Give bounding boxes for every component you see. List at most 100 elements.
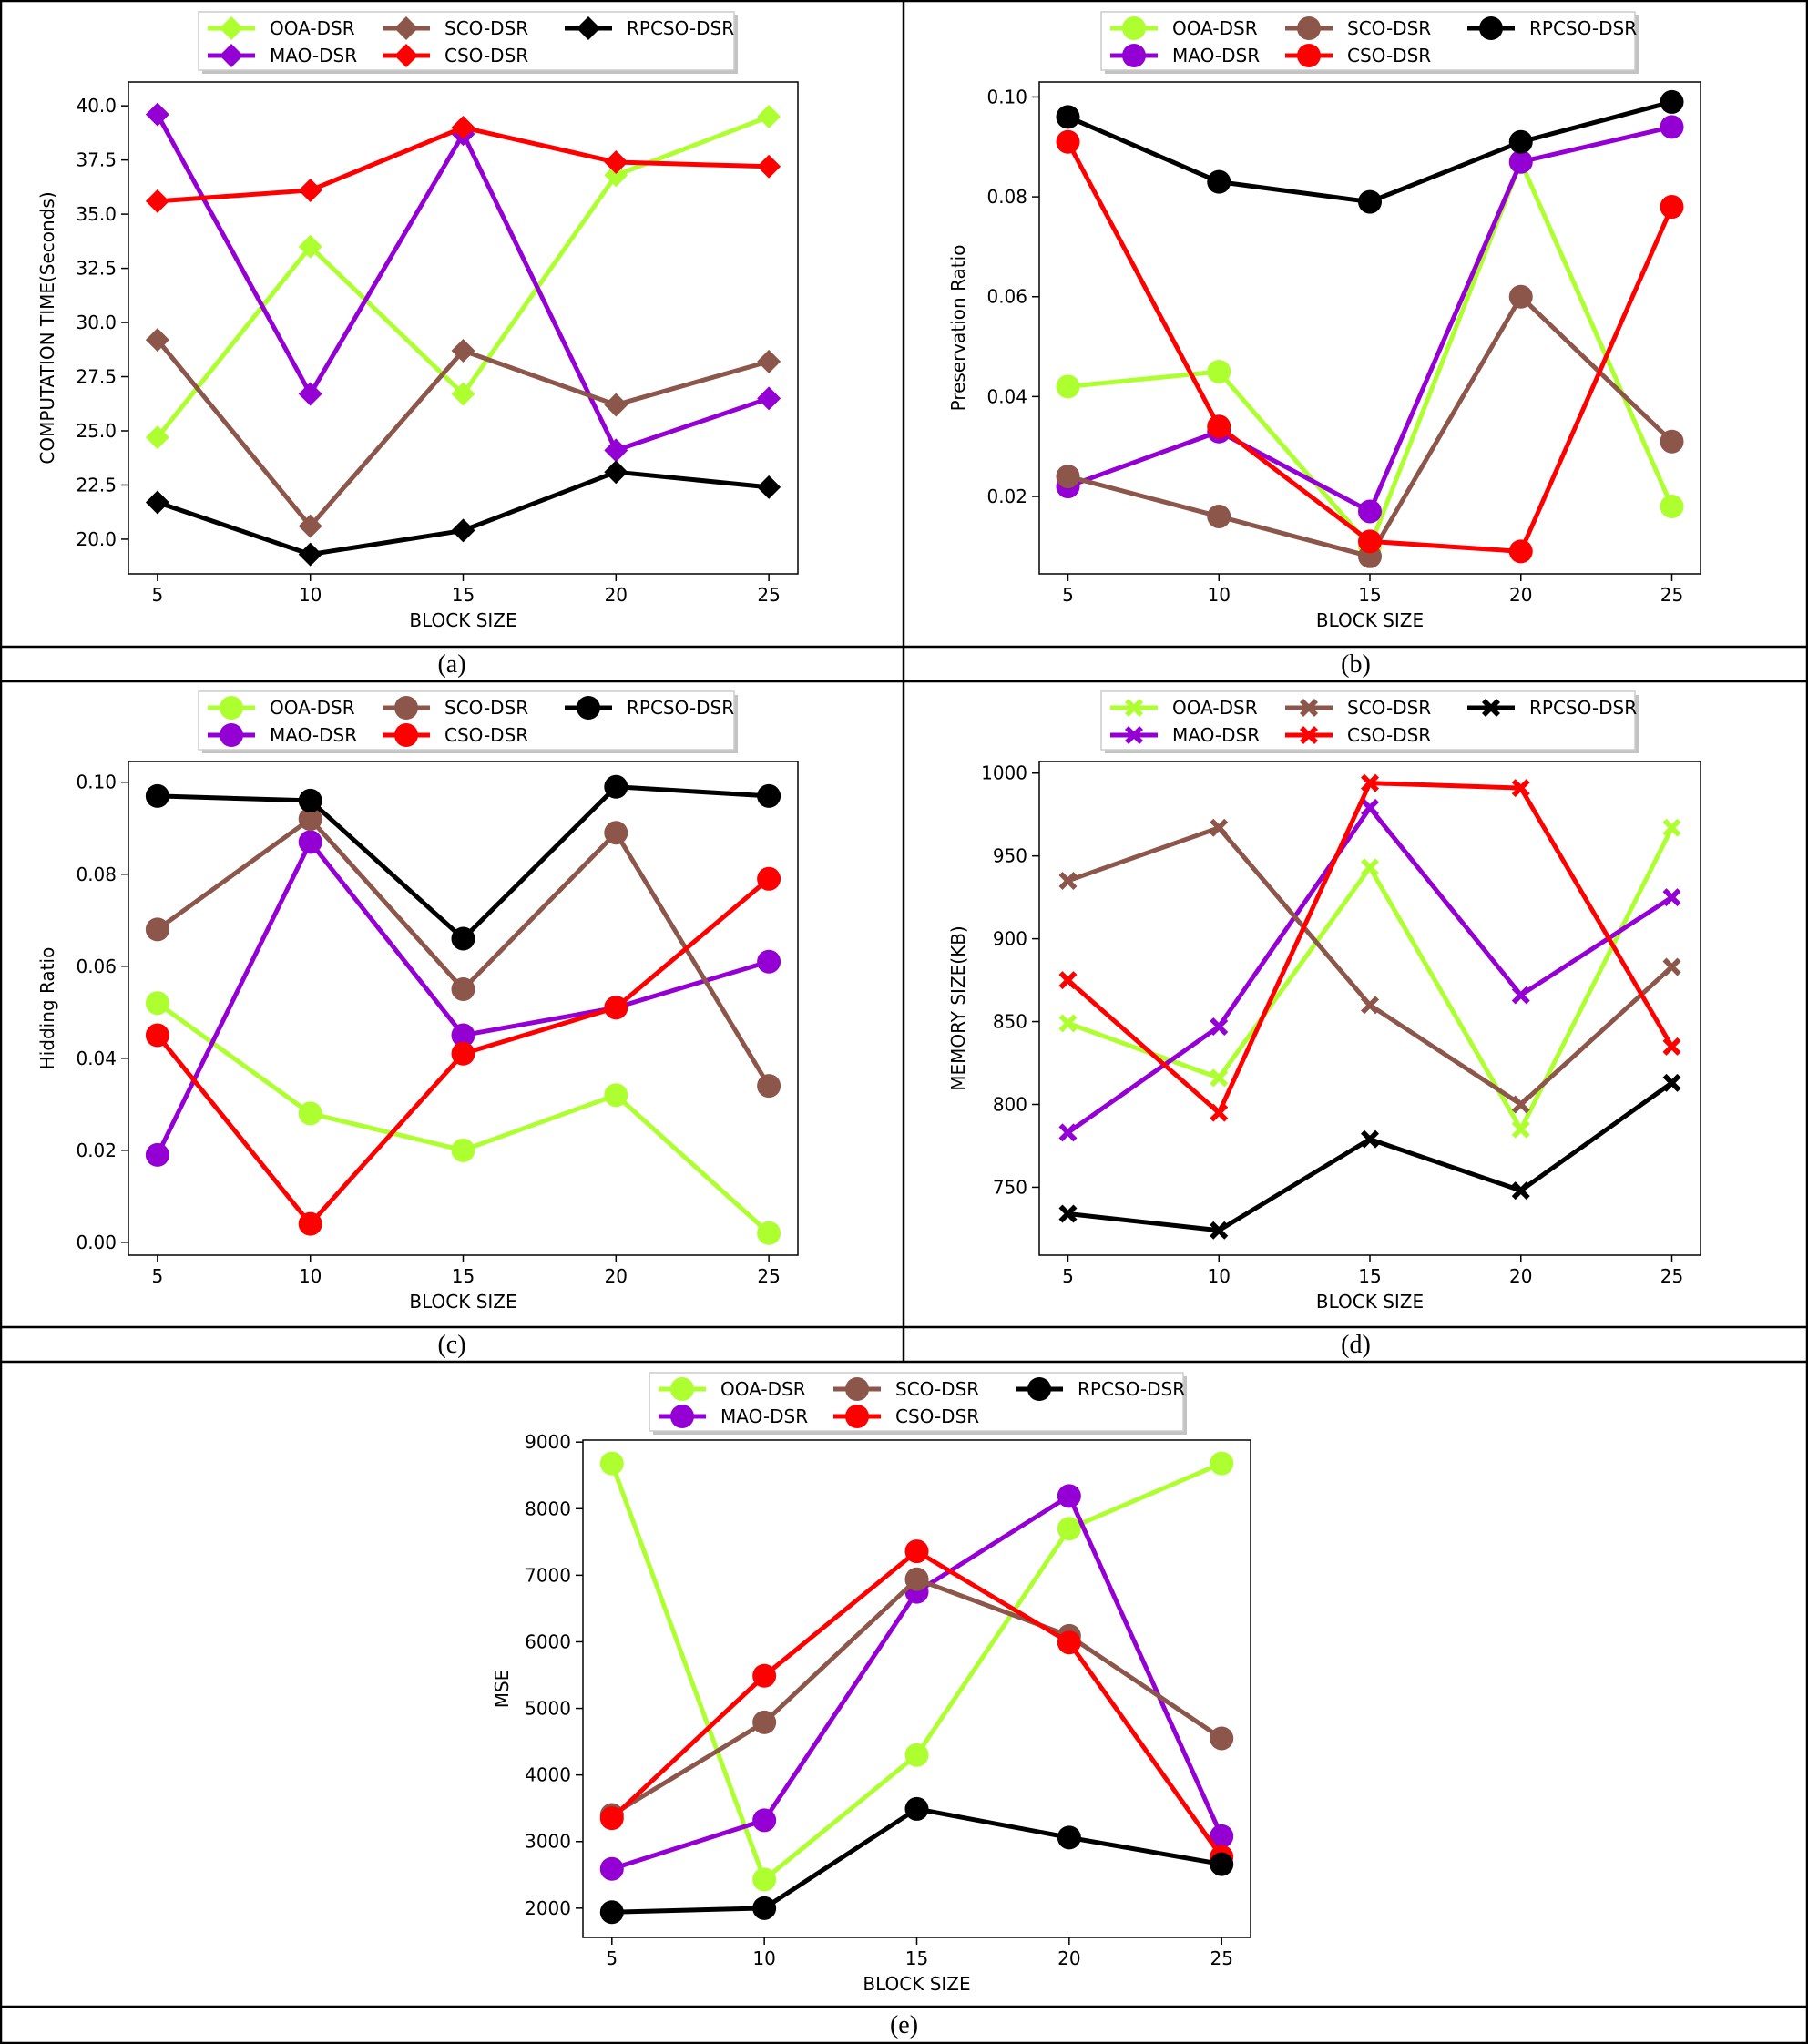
chart-a-x-tick-label: 15 <box>452 584 475 606</box>
chart-c-y-tick-label: 0.06 <box>76 956 117 977</box>
chart-c-y-tick-label: 0.08 <box>76 864 117 885</box>
chart-e-legend-marker-cso-dsr <box>845 1405 869 1428</box>
chart-c-legend-box <box>198 690 735 751</box>
chart-d-legend-marker-mao-dsr <box>1125 726 1143 744</box>
chart-b-x-tick-label: 25 <box>1660 584 1683 606</box>
chart-e-point-rpcso-dsr <box>599 1900 624 1925</box>
chart-d-point-rpcso-dsr <box>1361 1129 1379 1149</box>
chart-e-legend-label-ooa-dsr: OOA-DSR <box>720 1378 806 1400</box>
chart-e-point-sco-dsr <box>904 1567 929 1591</box>
chart-a-point-sco-dsr <box>451 338 475 363</box>
chart-b-legend-marker-rpcso-dsr <box>1479 16 1503 40</box>
chart-b-legend-marker-mao-dsr <box>1122 44 1146 67</box>
chart-e-point-ooa-dsr <box>599 1451 624 1476</box>
chart-a-plot-frame <box>128 81 799 575</box>
chart-c: 5 10 15 20 25 0.00 0.02 0.04 0.06 0.08 0.10 BLOCK S… <box>36 690 799 1313</box>
chart-a-point-ooa-dsr <box>757 105 781 129</box>
chart-c-x-tick-label: 10 <box>299 1265 322 1287</box>
chart-d-point-mao-dsr <box>1210 1017 1229 1037</box>
chart-b-point-cso-dsr <box>1660 195 1684 220</box>
chart-d-legend-marker-rpcso-dsr <box>1482 699 1500 717</box>
chart-a: 5 10 15 20 25 20.0 22.5 25.0 27.5 30.0 32.5 35.0 37.… <box>36 11 799 631</box>
chart-a-y-axis-label: COMPUTATION TIME(Seconds) <box>36 191 58 464</box>
chart-c-point-cso-dsr <box>451 1041 475 1066</box>
chart-d-y-tick-label: 900 <box>993 928 1027 950</box>
chart-e-point-cso-dsr <box>904 1539 929 1564</box>
chart-d-legend-label-ooa-dsr: OOA-DSR <box>1172 697 1258 719</box>
chart-b-point-mao-dsr <box>1660 115 1684 139</box>
chart-c-legend-marker-ooa-dsr <box>220 696 243 720</box>
chart-b-series-cso-dsr <box>1056 129 1684 564</box>
chart-b-x-tick-label: 10 <box>1208 584 1231 606</box>
caption-d: (d) <box>1341 1331 1371 1359</box>
panel-b: 5 10 15 20 25 0.02 0.04 0.06 0.08 0.10 BLOCK SIZE P… <box>904 0 1808 647</box>
chart-c-point-ooa-dsr <box>298 1101 322 1126</box>
chart-d-series-cso-dsr <box>1058 773 1681 1122</box>
chart-d-point-ooa-dsr <box>1058 1014 1078 1033</box>
chart-c-point-rpcso-dsr <box>451 926 475 951</box>
chart-b-point-mao-dsr <box>1358 499 1382 524</box>
chart-b-y-tick-label: 0.06 <box>986 286 1027 308</box>
chart-b-point-sco-dsr <box>1207 504 1231 528</box>
chart-d-x-tick-label: 15 <box>1358 1265 1381 1287</box>
chart-d-legend-marker-ooa-dsr <box>1125 699 1143 717</box>
chart-b-x-tick-label: 5 <box>1062 584 1074 606</box>
chart-a-series-rpcso-dsr <box>145 460 781 567</box>
chart-e-point-mao-dsr <box>1057 1484 1081 1508</box>
chart-b-point-rpcso-dsr <box>1508 129 1533 154</box>
chart-a-point-rpcso-dsr <box>145 490 169 515</box>
chart-c-point-ooa-dsr <box>757 1221 781 1245</box>
chart-a-point-cso-dsr <box>298 178 322 202</box>
chart-c-legend-label-rpcso-dsr: RPCSO-DSR <box>627 697 734 719</box>
chart-e-point-sco-dsr <box>1210 1726 1234 1751</box>
chart-a-series-mao-dsr <box>145 102 781 463</box>
chart-e-point-rpcso-dsr <box>904 1796 929 1821</box>
chart-b-point-ooa-dsr <box>1056 374 1080 399</box>
chart-a-y-tick-label: 40.0 <box>76 95 117 117</box>
chart-a-legend-label-cso-dsr: CSO-DSR <box>444 45 528 66</box>
chart-b-point-rpcso-dsr <box>1056 105 1080 129</box>
chart-d-legend-label-mao-dsr: MAO-DSR <box>1172 724 1260 746</box>
chart-e-x-axis-label: BLOCK SIZE <box>863 1973 970 1995</box>
chart-e-x-tick-label: 5 <box>606 1947 618 1969</box>
chart-c-point-rpcso-dsr <box>145 783 169 808</box>
chart-a-legend-marker-mao-dsr <box>220 44 243 67</box>
chart-a-point-rpcso-dsr <box>757 475 781 499</box>
chart-c-point-mao-dsr <box>145 1142 169 1167</box>
chart-c-point-cso-dsr <box>145 1023 169 1048</box>
chart-b-point-cso-dsr <box>1508 539 1533 564</box>
chart-d-point-ooa-dsr <box>1361 858 1379 877</box>
chart-a-point-cso-dsr <box>451 115 475 139</box>
chart-b-y-tick-label: 0.08 <box>986 186 1027 208</box>
chart-a-y-tick-label: 30.0 <box>76 312 117 333</box>
panel-e: 5 10 15 20 25 2000 3000 4000 5000 6000 7000 8000 900… <box>0 1362 1808 2007</box>
chart-a-x-tick-label: 5 <box>152 584 164 606</box>
chart-a-point-mao-dsr <box>145 102 169 127</box>
chart-e-series-mao-dsr <box>599 1484 1234 1881</box>
chart-c-point-sco-dsr <box>145 917 169 942</box>
chart-b-y-tick-label: 0.02 <box>986 485 1027 507</box>
chart-b-point-cso-dsr <box>1056 129 1080 154</box>
chart-d-series-ooa-dsr <box>1058 818 1681 1139</box>
chart-e-y-tick-label: 2000 <box>525 1897 571 1919</box>
chart-b-legend-marker-ooa-dsr <box>1122 16 1146 40</box>
chart-c-point-ooa-dsr <box>451 1138 475 1162</box>
chart-b-y-axis-label: Preservation Ratio <box>947 245 969 412</box>
chart-b-legend-marker-cso-dsr <box>1297 44 1321 67</box>
chart-a-y-tick-label: 25.0 <box>76 420 117 442</box>
chart-e-y-axis-label: MSE <box>491 1670 513 1709</box>
chart-a-legend-marker-rpcso-dsr <box>577 16 600 40</box>
chart-c-legend-label-sco-dsr: SCO-DSR <box>444 697 528 719</box>
chart-c-legend-label-mao-dsr: MAO-DSR <box>270 724 357 746</box>
chart-e-x-tick-label: 25 <box>1210 1947 1232 1969</box>
chart-b-y-tick-label: 0.04 <box>986 385 1027 407</box>
chart-e-legend-label-rpcso-dsr: RPCSO-DSR <box>1078 1378 1185 1400</box>
chart-a-point-rpcso-dsr <box>451 518 475 543</box>
chart-b-x-tick-label: 15 <box>1358 584 1381 606</box>
chart-d-point-cso-dsr <box>1058 971 1078 990</box>
chart-c-series-sco-dsr <box>145 807 781 1099</box>
chart-b-legend: OOA-DSR MAO-DSR SCO-DSR CSO-DSR RPCSO-DSR <box>1100 11 1639 74</box>
chart-d-x-tick-label: 5 <box>1062 1265 1074 1287</box>
chart-e-point-mao-dsr <box>752 1808 777 1833</box>
